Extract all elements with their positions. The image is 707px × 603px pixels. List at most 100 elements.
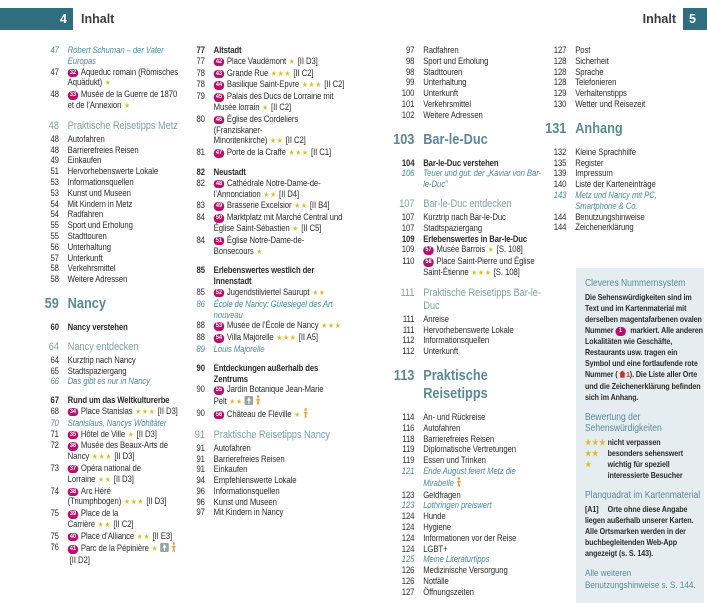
toc-entry[interactable]: 112 Informationsquellen (388, 335, 541, 346)
toc-entry[interactable]: 111 Hervorhebenswerte Lokale (388, 325, 541, 336)
toc-entry[interactable]: 60 Nancy verstehen (36, 322, 180, 333)
toc-entry[interactable]: 57 Unterkunft (36, 253, 180, 264)
toc-entry[interactable]: 91 Autofahren (182, 443, 347, 454)
toc-entry[interactable]: 47 32 Aqueduc romain (Römisches Aquädukt) … (36, 67, 180, 90)
toc-entry[interactable]: 64 Nancy entdecken (36, 341, 180, 354)
toc-entry[interactable]: 111 Praktische Reisetipps Bar-le-Duc (388, 287, 541, 313)
toc-entry[interactable]: 64 Kurztrip nach Nancy (36, 355, 180, 366)
toc-entry[interactable]: 124 Hygiene (388, 522, 541, 533)
toc-entry[interactable]: 132 Kleine Sprachhilfe (540, 147, 694, 158)
toc-entry[interactable]: 48 Praktische Reisetipps Metz (36, 120, 180, 133)
toc-entry[interactable]: 82 48 Cathédrale Notre-Dame-de-l’Annonciat… (182, 178, 347, 201)
toc-entry[interactable]: 104 Bar-le-Duc verstehen (388, 158, 541, 169)
toc-entry[interactable]: 47 Robert Schuman – der Vater Europas (36, 45, 180, 67)
toc-entry[interactable]: 106 Teuer und gut: der „Kaviar von Bar-le… (388, 168, 541, 190)
toc-entry[interactable]: 48 Autofahren (36, 134, 180, 145)
toc-entry[interactable]: 73 37 Opéra national de Lorraine ★★ [II D3… (36, 463, 180, 486)
toc-entry[interactable]: 121 Ende August feiert Metz die Mirabelle (388, 466, 541, 490)
toc-entry[interactable]: 82 Neustadt (182, 167, 347, 178)
toc-entry[interactable]: 65 Stadtspaziergang (36, 366, 180, 377)
toc-entry[interactable]: 72 36 Musée des Beaux-Arts de Nancy ★★★ [I… (36, 440, 180, 463)
toc-entry[interactable]: 53 Kunst und Museen (36, 188, 180, 199)
toc-entry[interactable]: 128 Sprache (540, 67, 694, 78)
toc-entry[interactable]: 86 École de Nancy: Gütesiegel des Art nou… (182, 299, 347, 321)
toc-entry[interactable]: 97 Radfahren (388, 45, 541, 56)
toc-entry[interactable]: 112 Unterkunft (388, 346, 541, 357)
toc-entry[interactable]: 116 Autofahren (388, 423, 541, 434)
toc-entry[interactable]: 118 Barrierefreies Reisen (388, 434, 541, 445)
toc-entry[interactable]: 66 Das gibt es nur in Nancy (36, 376, 180, 387)
toc-entry[interactable]: 130 Wetter und Reisezeit (540, 99, 694, 110)
toc-entry[interactable]: 109 57 Musée Barrois ★ [S. 108] (388, 244, 541, 256)
toc-entry[interactable]: 107 Kurztrip nach Bar-le-Duc (388, 212, 541, 223)
toc-entry[interactable]: 98 Sport und Erholung (388, 56, 541, 67)
toc-entry[interactable]: 124 Hunde (388, 511, 541, 522)
toc-entry[interactable]: 91 Einkaufen (182, 464, 347, 475)
toc-entry[interactable]: 110 58 Place Saint-Pierre und Église Saint… (388, 256, 541, 279)
toc-entry[interactable]: 56 Unterhaltung (36, 242, 180, 253)
toc-entry[interactable]: 109 Erlebenswertes in Bar-le-Duc (388, 234, 541, 245)
toc-entry[interactable]: 51 Hervorhebenswerte Lokale (36, 166, 180, 177)
toc-entry[interactable]: 48 33 Musée de la Guerre de 1870 et de l’A… (36, 89, 180, 112)
toc-entry[interactable]: 81 47 Porte de la Craffe ★★★ [II C1] (182, 147, 347, 159)
toc-entry[interactable]: 128 Sicherheit (540, 56, 694, 67)
toc-entry[interactable]: 75 40 Place d’Alliance ★★ [II E3] (36, 531, 180, 543)
toc-entry[interactable]: 58 Verkehrsmittel (36, 263, 180, 274)
toc-entry[interactable]: 91 Praktische Reisetipps Nancy (182, 429, 347, 442)
toc-entry[interactable]: 140 Liste der Karteneinträge (540, 179, 694, 190)
toc-entry[interactable]: 84 51 Église Notre-Dame-de-Bonsecours ★ (182, 235, 347, 258)
toc-entry[interactable]: 143 Metz und Nancy mit PC, Smartphone & C… (540, 190, 694, 212)
toc-entry[interactable]: 90 56 Château de Fléville ★ (182, 408, 347, 421)
toc-entry[interactable]: 103 Bar-le-Duc (388, 131, 541, 149)
toc-entry[interactable]: 83 49 Brasserie Excelsior ★★ [II B4] (182, 200, 347, 212)
toc-entry[interactable]: 88 53 Musée de l’École de Nancy ★★★ (182, 320, 347, 332)
toc-entry[interactable]: 94 Empfehlenswerte Lokale (182, 475, 347, 486)
toc-entry[interactable]: 131 Anhang (540, 120, 694, 138)
toc-entry[interactable]: 119 Essen und Trinken (388, 455, 541, 466)
toc-entry[interactable]: 135 Register (540, 158, 694, 169)
toc-entry[interactable]: 48 Barrierefreies Reisen (36, 145, 180, 156)
toc-entry[interactable]: 139 Impressum (540, 168, 694, 179)
toc-entry[interactable]: 107 Bar-le-Duc entdecken (388, 198, 541, 211)
toc-entry[interactable]: 53 Informationsquellen (36, 177, 180, 188)
toc-entry[interactable]: 124 LGBT+ (388, 544, 541, 555)
toc-entry[interactable]: 68 34 Place Stanislas ★★★ [II D3] (36, 406, 180, 418)
toc-entry[interactable]: 96 Kunst und Museen (182, 497, 347, 508)
toc-entry[interactable]: 88 54 Villa Majorelle ★★★ [II A5] (182, 332, 347, 344)
toc-entry[interactable]: 111 Anreise (388, 314, 541, 325)
toc-entry[interactable]: 127 Post (540, 45, 694, 56)
toc-entry[interactable]: 123 Geldfragen (388, 490, 541, 501)
toc-entry[interactable]: 76 41 Parc de la Pépinière ★ [II D2] (36, 542, 180, 566)
toc-entry[interactable]: 84 50 Marktplatz mit Marché Central und Ég… (182, 212, 347, 235)
toc-entry[interactable]: 85 Erlebenswertes westlich der Innenstadt (182, 265, 347, 287)
toc-entry[interactable]: 77 42 Place Vaudémont ★ [II D3] (182, 56, 347, 68)
toc-entry[interactable]: 125 Meine Literaturtipps (388, 554, 541, 565)
toc-entry[interactable]: 54 Mit Kindern in Metz (36, 199, 180, 210)
toc-entry[interactable]: 90 55 Jardin Botanique Jean-Marie Pelt ★★ (182, 384, 347, 408)
toc-entry[interactable]: 124 Informationen vor der Reise (388, 533, 541, 544)
toc-entry[interactable]: 128 Telefonieren (540, 77, 694, 88)
toc-entry[interactable]: 144 Zeichenerklärung (540, 222, 694, 233)
toc-entry[interactable]: 100 Unterkunft (388, 88, 541, 99)
toc-entry[interactable]: 113 Praktische Reisetipps (388, 367, 541, 403)
toc-entry[interactable]: 55 Sport und Erholung (36, 220, 180, 231)
toc-entry[interactable]: 77 Altstadt (182, 45, 347, 56)
toc-entry[interactable]: 126 Notfälle (388, 576, 541, 587)
toc-entry[interactable]: 79 45 Palais des Ducs de Lorraine mit Musé… (182, 91, 347, 114)
toc-entry[interactable]: 78 44 Basilique Saint-Epvre ★★★ [II C2] (182, 79, 347, 91)
toc-entry[interactable]: 58 Weitere Adressen (36, 274, 180, 285)
toc-entry[interactable]: 78 43 Grande Rue ★★★ [II C2] (182, 68, 347, 80)
toc-entry[interactable]: 49 Einkaufen (36, 155, 180, 166)
toc-entry[interactable]: 59 Nancy (36, 295, 180, 313)
toc-entry[interactable]: 107 Stadtspaziergang (388, 223, 541, 234)
toc-entry[interactable]: 75 39 Place de la Carrière ★★ [II C2] (36, 508, 180, 531)
toc-entry[interactable]: 89 Louis Majorelle (182, 344, 347, 355)
toc-entry[interactable]: 91 Barrierefreies Reisen (182, 454, 347, 465)
toc-entry[interactable]: 97 Mit Kindern in Nancy (182, 507, 347, 518)
toc-entry[interactable]: 70 Stanislaus, Nancys Wohltäter (36, 418, 180, 429)
toc-entry[interactable]: 99 Unterhaltung (388, 77, 541, 88)
toc-entry[interactable]: 96 Informationsquellen (182, 486, 347, 497)
toc-entry[interactable]: 101 Verkehrsmittel (388, 99, 541, 110)
toc-entry[interactable]: 114 An- und Rückreise (388, 412, 541, 423)
toc-entry[interactable]: 98 Stadttouren (388, 67, 541, 78)
